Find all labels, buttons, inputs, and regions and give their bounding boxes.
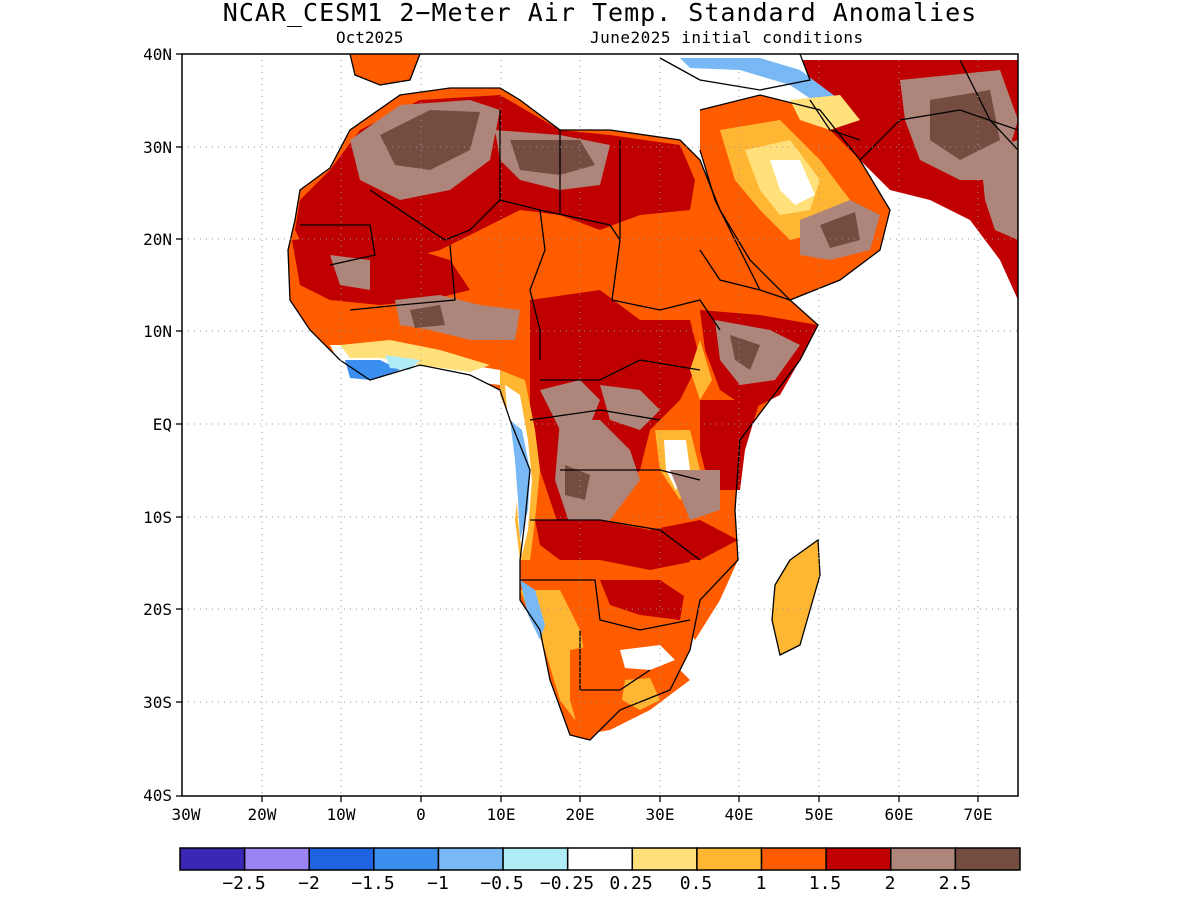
colorbar-swatch [566, 847, 634, 871]
gulf-cool [790, 95, 860, 130]
colorbar-swatch [502, 847, 569, 871]
colorbar-label: −0.5 [480, 873, 523, 894]
congo-3sd [565, 465, 590, 500]
x-tick-label: 0 [416, 805, 426, 824]
colorbar-label: −1 [427, 873, 449, 894]
colorbar [179, 847, 1021, 871]
colorbar-label: 1 [756, 873, 767, 894]
graticule [182, 54, 1018, 796]
gabon-coast-blue [510, 420, 530, 540]
colorbar-swatch [631, 847, 698, 871]
coast-west-blue [345, 360, 400, 380]
sahel-2sd [292, 235, 470, 305]
forecast-month-label: Oct2025 [336, 28, 404, 47]
x-tick-label: 20E [566, 805, 595, 824]
congo-25sd [555, 420, 640, 525]
colorbar-swatch [890, 847, 957, 871]
coast-west-yellow [340, 340, 490, 372]
x-tick-label: 40E [725, 805, 754, 824]
x-tick-label: 30W [172, 805, 201, 824]
colorbar-swatch [760, 847, 827, 871]
colorbar-swatch [373, 847, 440, 871]
x-tick-label: 10W [327, 805, 356, 824]
mozambique-orange [680, 560, 738, 640]
ethiopia-yellow [690, 340, 712, 400]
cameroon-25sd [540, 380, 600, 430]
tanzania-25sd [670, 470, 720, 520]
madagascar [772, 540, 820, 655]
x-tick-label: 70E [964, 805, 993, 824]
colorbar-swatch [243, 847, 310, 871]
iran-3sd [930, 90, 1000, 160]
x-tick-label: 10E [487, 805, 516, 824]
sahel-3sd [410, 305, 445, 328]
colorbar-label: −2 [298, 873, 320, 894]
x-tick-label: 50E [805, 805, 834, 824]
initial-conditions-label: June2025 initial conditions [590, 28, 864, 47]
colorbar-label: 2 [885, 873, 896, 894]
colorbar-swatch [954, 847, 1021, 871]
colorbar-label: 0.25 [609, 873, 652, 894]
x-tick-label: 30E [646, 805, 675, 824]
europe-land [350, 54, 420, 85]
colorbar-swatch [437, 847, 504, 871]
y-tick-label: 30S [143, 693, 172, 712]
x-tick-label: 20W [248, 805, 277, 824]
y-tick-label: 20N [143, 230, 172, 249]
x-axis [261, 796, 979, 802]
colorbar-label: 1.5 [809, 873, 842, 894]
y-tick-label: 10N [143, 322, 172, 341]
sudan-25sd [600, 385, 660, 430]
india-25sd [980, 140, 1018, 240]
angola-2sd [535, 520, 738, 570]
libya-3sd [510, 140, 595, 175]
y-tick-label: 40N [143, 45, 172, 64]
colorbar-swatch [308, 847, 375, 871]
y-tick-label: 20S [143, 600, 172, 619]
colorbar-swatch [825, 847, 892, 871]
colorbar-label: −2.5 [222, 873, 265, 894]
ethiopia-25sd [715, 320, 800, 385]
sahel-25sd [395, 295, 520, 340]
y-tick-label: 40S [143, 786, 172, 805]
plot-frame [181, 53, 1019, 797]
y-tick-label: 30N [143, 138, 172, 157]
coast-west-cyan [385, 355, 420, 370]
arabia-white [770, 160, 815, 205]
y-tick-label: EQ [153, 415, 172, 434]
x-tick-label: 60E [885, 805, 914, 824]
y-axis [176, 53, 182, 797]
colorbar-label: −1.5 [351, 873, 394, 894]
ethiopia-3sd [730, 335, 760, 370]
colorbar-label: −0.25 [540, 873, 594, 894]
kenya-2sd [700, 400, 760, 490]
kalahari-white [620, 645, 675, 670]
y-tick-label: 10S [143, 508, 172, 527]
namibia-coast-blue [520, 580, 545, 640]
westafrica-25sd [330, 255, 370, 290]
egypt-2sd [620, 140, 690, 200]
sahara-25sd-core [380, 110, 480, 170]
colorbar-label: 2.5 [939, 873, 972, 894]
anomaly-field [288, 54, 1018, 740]
colorbar-swatch [179, 847, 246, 871]
colorbar-label: 0.5 [680, 873, 713, 894]
map-title: NCAR_CESM1 2−Meter Air Temp. Standard An… [222, 0, 978, 27]
zambia-2sd [600, 580, 690, 620]
colorbar-swatch [696, 847, 763, 871]
